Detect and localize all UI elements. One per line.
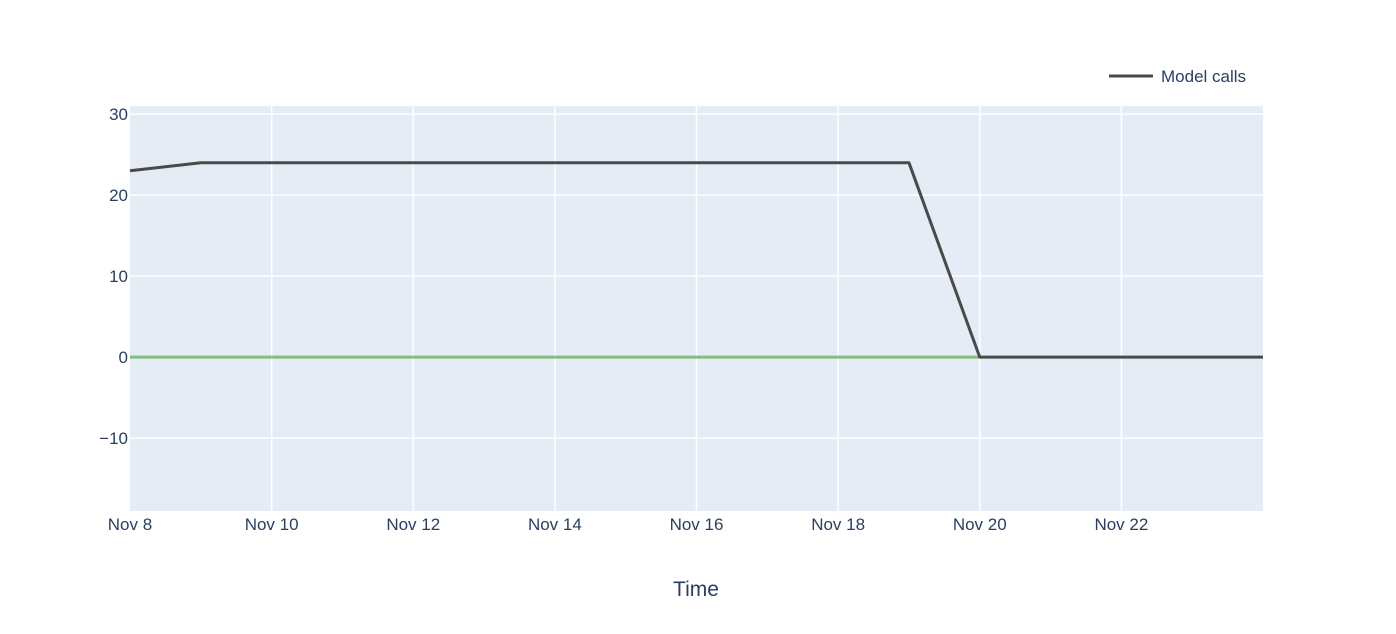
y-tick-label: −10 <box>99 429 128 448</box>
x-tick-label: Nov 10 <box>245 515 299 534</box>
series-line-model-calls <box>129 161 1263 359</box>
x-axis-ticks: Nov 8 Nov 10 Nov 12 Nov 14 Nov 16 Nov 18 Nov 2… <box>108 515 1149 534</box>
x-tick-label: Nov 12 <box>386 515 440 534</box>
x-tick-label: Nov 14 <box>528 515 582 534</box>
x-tick-label: Nov 18 <box>811 515 865 534</box>
series-lines <box>129 161 1263 359</box>
legend-item[interactable]: Model calls <box>1109 67 1246 86</box>
x-axis-title: Time <box>673 578 719 601</box>
y-tick-label: 0 <box>119 348 128 367</box>
legend-label: Model calls <box>1161 67 1246 86</box>
x-tick-label: Nov 16 <box>670 515 724 534</box>
x-tick-label: Nov 8 <box>108 515 152 534</box>
y-tick-label: 10 <box>109 267 128 286</box>
y-tick-label: 20 <box>109 186 128 205</box>
grid-lines <box>130 106 1263 511</box>
y-axis-ticks: 30 20 10 0 −10 <box>99 105 128 448</box>
x-tick-label: Nov 20 <box>953 515 1007 534</box>
x-tick-label: Nov 22 <box>1094 515 1148 534</box>
y-tick-label: 30 <box>109 105 128 124</box>
legend[interactable]: Model calls <box>1109 67 1246 86</box>
